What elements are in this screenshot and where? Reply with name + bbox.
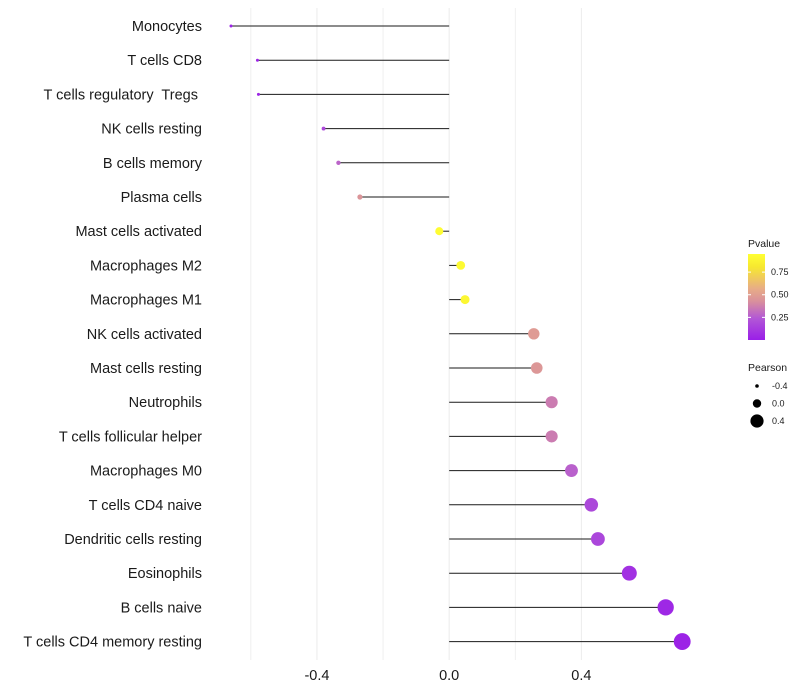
- category-label: T cells regulatory Tregs: [44, 87, 203, 103]
- point-5: [357, 194, 363, 200]
- point-14: [584, 498, 599, 512]
- category-label: B cells memory: [103, 156, 203, 172]
- point-10: [530, 362, 543, 374]
- point-15: [591, 532, 605, 546]
- stems: [231, 25, 683, 643]
- pearson-legend-label: 0.0: [772, 399, 785, 409]
- category-label: Monocytes: [132, 19, 202, 35]
- category-label: Plasma cells: [121, 190, 202, 206]
- point-18: [673, 633, 691, 651]
- point-4: [336, 160, 341, 165]
- category-label: B cells naive: [121, 600, 202, 616]
- category-label: Dendritic cells resting: [64, 532, 202, 548]
- pearson-legend-label: 0.4: [772, 416, 785, 426]
- pvalue-colorbar: [748, 254, 765, 340]
- category-label: Macrophages M0: [90, 464, 202, 480]
- pvalue-legend-label: 0.25: [771, 312, 789, 322]
- category-label: NK cells activated: [87, 327, 202, 343]
- pearson-legend-dot: [752, 399, 762, 408]
- point-16: [621, 565, 637, 581]
- point-8: [460, 295, 470, 305]
- category-label: Macrophages M2: [90, 258, 202, 274]
- point-3: [321, 126, 326, 131]
- x-tick-label: -0.4: [304, 668, 329, 684]
- points: [229, 24, 691, 651]
- category-label: Mast cells resting: [90, 361, 202, 377]
- category-label: Neutrophils: [129, 395, 202, 411]
- x-axis-ticks: -0.4 0.0 0.4: [304, 668, 591, 684]
- category-label: NK cells resting: [101, 122, 202, 138]
- pearson-legend-dot: [755, 384, 759, 388]
- point-1: [255, 58, 259, 62]
- pearson-legend-title: Pearson: [748, 362, 787, 374]
- pvalue-legend-title: Pvalue: [748, 238, 780, 250]
- pearson-legend-dot: [750, 414, 764, 428]
- point-17: [657, 599, 674, 616]
- pearson-legend-label: -0.4: [772, 381, 788, 391]
- category-label: T cells follicular helper: [59, 429, 202, 445]
- legends: Pvalue 0.75 0.50 0.25 Pearson -0.4 0.0 0.4: [748, 238, 789, 428]
- category-label: T cells CD4 memory resting: [23, 635, 202, 651]
- pvalue-legend-label: 0.75: [771, 267, 789, 277]
- category-labels: Monocytes T cells CD8 T cells regulatory T…: [23, 19, 202, 651]
- category-label: T cells CD8: [127, 53, 202, 69]
- point-11: [545, 396, 558, 409]
- point-6: [435, 227, 444, 236]
- category-label: Eosinophils: [128, 566, 202, 582]
- x-tick-label: 0.4: [571, 668, 591, 684]
- pvalue-legend-label: 0.50: [771, 290, 789, 300]
- point-13: [565, 464, 578, 478]
- point-9: [528, 328, 540, 340]
- point-2: [256, 92, 260, 96]
- point-7: [456, 260, 466, 270]
- point-12: [545, 430, 558, 443]
- category-label: Mast cells activated: [75, 224, 202, 240]
- category-label: Macrophages M1: [90, 293, 202, 309]
- point-0: [229, 24, 233, 28]
- x-tick-label: 0.0: [439, 668, 459, 684]
- category-label: T cells CD4 naive: [89, 498, 202, 514]
